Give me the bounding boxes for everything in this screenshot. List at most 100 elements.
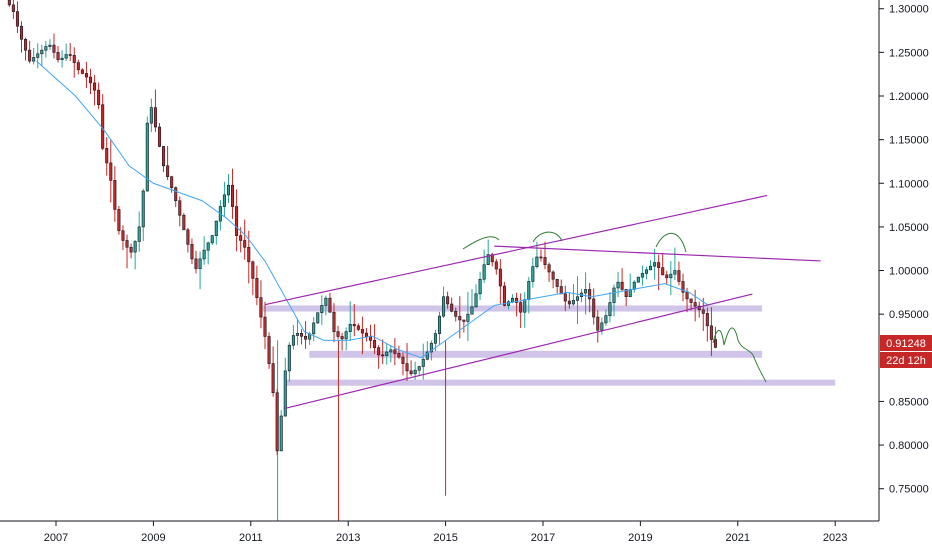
candle-body: [231, 184, 235, 207]
candle-body: [515, 297, 519, 303]
candle-body: [478, 278, 482, 295]
annotation-arc-2: [532, 231, 563, 243]
candle-body: [60, 57, 64, 60]
candle-body: [283, 370, 287, 417]
candle-body: [166, 165, 170, 178]
current-price-badge: 0.91248 22d 12h: [880, 335, 932, 368]
candle-body: [275, 392, 279, 452]
trend-line[interactable]: [265, 194, 768, 306]
candle-body: [600, 322, 604, 331]
trend-line[interactable]: [284, 293, 753, 410]
candle-body: [462, 319, 466, 322]
candle-body: [109, 162, 113, 181]
candle-body: [360, 329, 364, 334]
candle-body: [393, 349, 397, 354]
candle-body: [24, 38, 28, 51]
candle-body: [239, 235, 243, 241]
candle-body: [72, 54, 76, 63]
support-zone: [309, 350, 763, 358]
x-tick-label: 2015: [433, 532, 457, 544]
trend-lines: [265, 194, 821, 410]
candle-body: [555, 278, 559, 287]
candle-body: [263, 316, 267, 337]
annotation-arc-3: [655, 232, 687, 253]
candle-body: [287, 344, 291, 372]
candle-body: [657, 262, 661, 268]
candle-body: [80, 69, 84, 74]
candle-body: [616, 281, 620, 289]
candle-body: [320, 305, 324, 314]
candle-body: [417, 366, 421, 371]
y-tick-label: 1.05000: [889, 222, 929, 234]
candle-body: [105, 148, 109, 164]
candle-body: [64, 54, 68, 59]
candle-body: [681, 281, 685, 293]
candle-body: [97, 89, 101, 106]
candle-body: [267, 336, 271, 364]
candle-body: [502, 285, 506, 306]
candle-body: [291, 335, 295, 346]
support-zone: [262, 305, 763, 312]
candle-body: [162, 146, 166, 167]
support-zones: [262, 305, 836, 386]
candle-body: [222, 194, 226, 207]
candle-body: [653, 262, 657, 267]
price-axis[interactable]: 1.30000 1.25000 1.20000 1.15000 1.10000 1.050…: [878, 0, 929, 521]
x-tick-label: 2019: [628, 532, 652, 544]
candle-body: [44, 46, 48, 51]
candle-body: [588, 289, 592, 300]
candle-body: [437, 315, 442, 334]
candle-body: [226, 184, 230, 196]
candle-body: [429, 342, 433, 353]
y-tick-label: 0.95000: [889, 309, 929, 321]
candle-body: [202, 249, 206, 260]
candle-body: [649, 265, 653, 271]
candle-body: [251, 261, 255, 279]
candle-body: [612, 287, 616, 303]
candle-body: [535, 256, 539, 267]
candle-body: [373, 340, 377, 348]
candle-body: [413, 369, 417, 375]
candle-body: [409, 370, 413, 375]
candle-body: [604, 315, 608, 324]
y-tick-label: 1.00000: [889, 266, 929, 278]
candle-body: [157, 126, 162, 147]
candle-body: [454, 310, 458, 317]
candle-body: [531, 266, 535, 282]
candle-body: [141, 190, 145, 228]
hand-drawn-annotations: [462, 231, 767, 383]
candle-body: [259, 297, 263, 318]
candle-body: [52, 44, 56, 53]
candle-body: [36, 53, 40, 58]
candle-body: [174, 187, 178, 202]
candle-body: [279, 415, 283, 452]
candle-body: [133, 241, 137, 253]
candle-body: [101, 104, 105, 149]
candle-body: [153, 107, 157, 128]
candle-body: [506, 301, 511, 306]
candle-body: [571, 300, 575, 305]
candle-body: [442, 296, 446, 317]
candle-body: [117, 209, 121, 232]
candle-body: [584, 289, 588, 294]
candle-body: [271, 363, 275, 394]
candle-body: [28, 49, 32, 62]
candle-body: [689, 298, 693, 303]
trend-line[interactable]: [494, 245, 821, 262]
candle-body: [405, 363, 409, 372]
candle-body: [511, 297, 515, 303]
annotation-arc-1: [462, 236, 500, 250]
candle-body: [214, 220, 218, 236]
candle-body: [304, 335, 308, 340]
time-axis[interactable]: 2007 2009 2011 2013 2015 2017 2019 2021 2023: [0, 520, 879, 544]
candle-body: [316, 312, 320, 324]
candle-body: [364, 332, 368, 338]
candle-body: [385, 351, 389, 356]
candle-body: [575, 296, 579, 301]
candle-body: [669, 273, 673, 279]
candle-body: [178, 200, 182, 216]
candle-body: [68, 54, 72, 56]
candle-body: [685, 292, 689, 300]
candle-body: [624, 289, 628, 298]
